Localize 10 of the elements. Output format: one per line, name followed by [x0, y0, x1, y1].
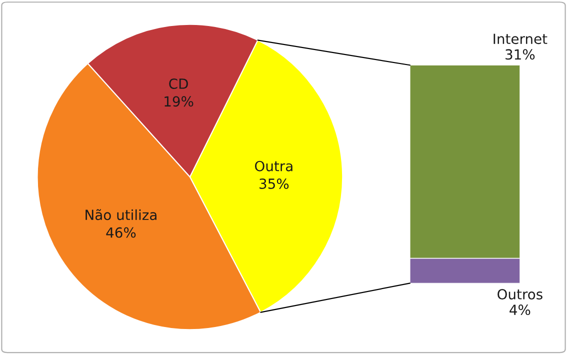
data-label: 4%: [510, 304, 530, 316]
slice-label: Outra: [255, 160, 292, 172]
data-label: 19%: [164, 96, 194, 107]
data-label: 35%: [260, 178, 289, 189]
slice-label: CD: [169, 78, 188, 89]
series-label: Internet: [494, 34, 548, 44]
data-label: 31%: [506, 49, 535, 60]
series-label: Outros: [498, 289, 542, 300]
slice-label: Não utiliza: [86, 209, 156, 220]
data-label: 46%: [106, 227, 136, 238]
